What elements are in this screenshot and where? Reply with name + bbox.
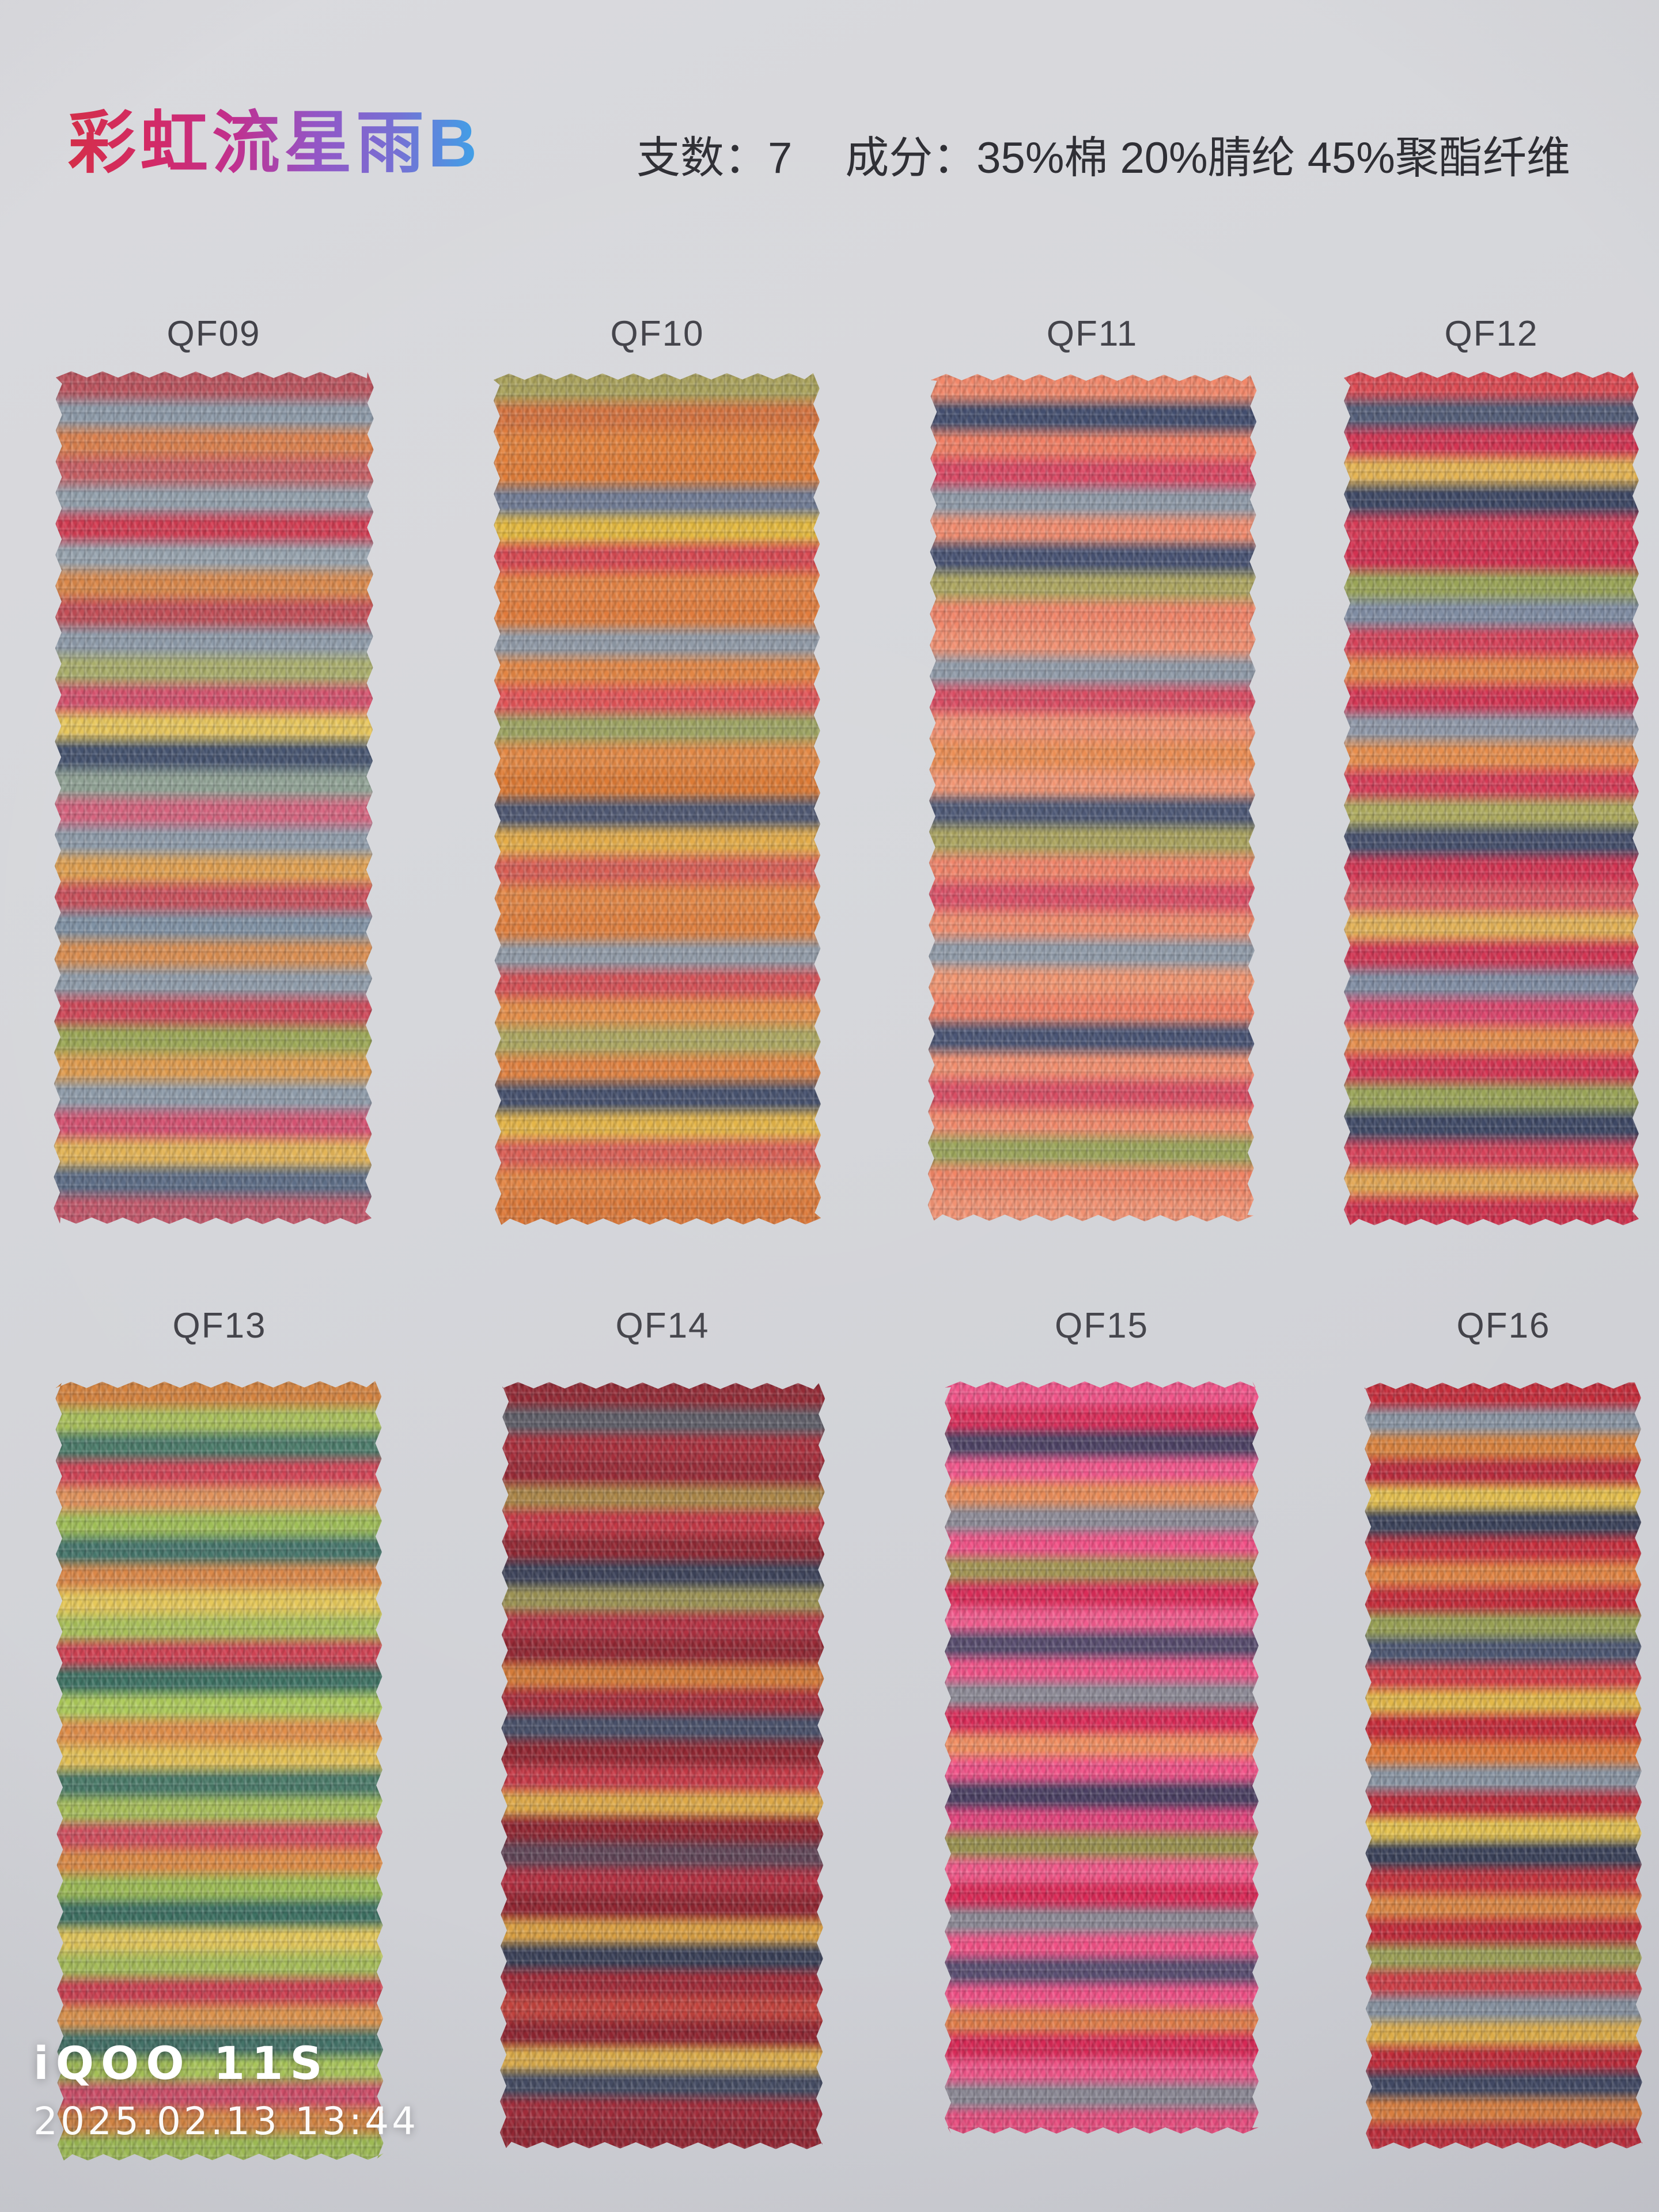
page-title: 彩虹流星雨B [68,88,481,186]
swatch-label-qf14: QF14 [615,1306,710,1346]
swatch-label-qf10: QF10 [610,314,704,354]
swatch-label-qf09: QF09 [166,314,261,354]
knit-swatch-qf11 [927,374,1256,1222]
spec-line: 支数：7 成分：35%棉 20%腈纶 45%聚酯纤维 [637,122,1570,185]
swatch-label-qf13: QF13 [172,1306,267,1346]
knit-swatch-qf16 [1365,1382,1642,2149]
camera-watermark-datetime: 2025.02.13 13:44 [33,2099,419,2143]
camera-watermark-device: iQOO 11S [33,2038,329,2090]
knit-swatch-qf12 [1344,372,1639,1225]
yarn-count: 支数：7 [637,134,793,183]
knit-swatch-qf15 [945,1381,1259,2134]
knit-swatch-qf09 [54,371,374,1224]
knit-swatch-qf10 [494,373,821,1225]
swatch-label-qf15: QF15 [1054,1306,1149,1346]
swatch-label-qf11: QF11 [1046,314,1138,354]
swatch-label-qf16: QF16 [1456,1306,1551,1346]
yarn-composition: 成分：35%棉 20%腈纶 45%聚酯纤维 [845,134,1570,183]
swatch-label-qf12: QF12 [1444,314,1539,354]
knit-swatch-qf14 [500,1382,825,2149]
